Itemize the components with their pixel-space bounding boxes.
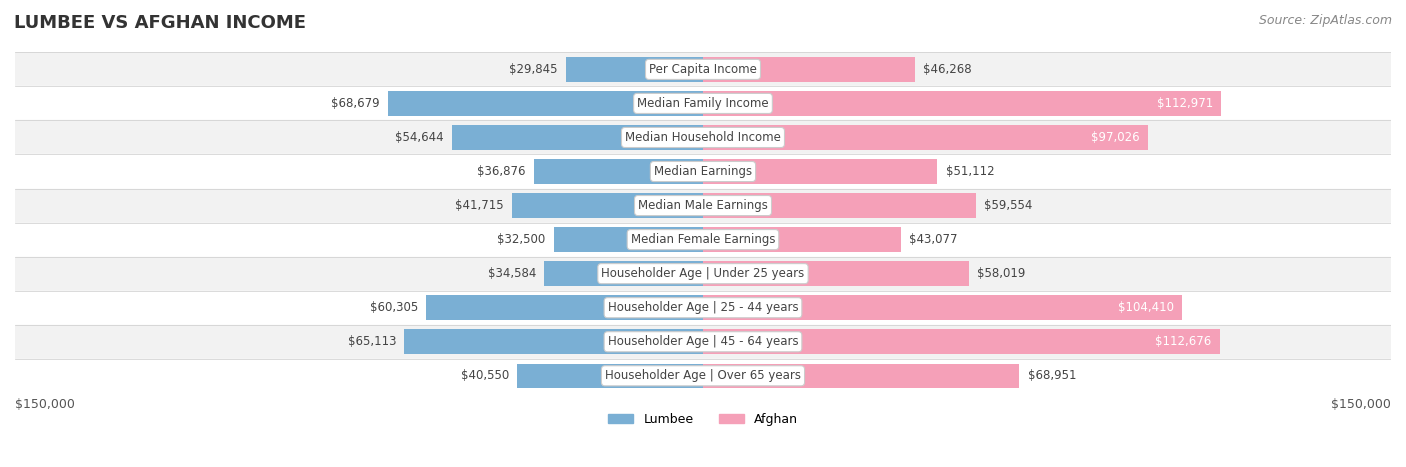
Text: $150,000: $150,000 [15,398,75,411]
Bar [703,193,976,218]
Bar [703,330,1220,354]
Bar [15,52,1391,86]
Text: $32,500: $32,500 [498,233,546,246]
Text: $34,584: $34,584 [488,267,536,280]
Bar [426,296,703,320]
Text: $112,676: $112,676 [1156,335,1212,348]
Bar [703,159,938,184]
Bar [534,159,703,184]
Bar [703,91,1222,116]
Bar [15,257,1391,290]
Legend: Lumbee, Afghan: Lumbee, Afghan [603,408,803,431]
Bar [703,363,1019,388]
Bar [567,57,703,82]
Text: Per Capita Income: Per Capita Income [650,63,756,76]
Bar [405,330,703,354]
Text: Median Female Earnings: Median Female Earnings [631,233,775,246]
Bar [388,91,703,116]
Text: Householder Age | Under 25 years: Householder Age | Under 25 years [602,267,804,280]
Text: $36,876: $36,876 [477,165,526,178]
Bar [703,227,901,252]
Bar [15,189,1391,223]
Bar [15,120,1391,155]
Bar [703,296,1182,320]
Text: $60,305: $60,305 [370,301,418,314]
Text: Householder Age | 45 - 64 years: Householder Age | 45 - 64 years [607,335,799,348]
Bar [703,125,1149,150]
Bar [15,359,1391,393]
Text: $104,410: $104,410 [1118,301,1174,314]
Text: $58,019: $58,019 [977,267,1026,280]
Text: $97,026: $97,026 [1091,131,1140,144]
Text: $43,077: $43,077 [908,233,957,246]
Text: $51,112: $51,112 [946,165,994,178]
Text: $112,971: $112,971 [1157,97,1213,110]
Text: Median Male Earnings: Median Male Earnings [638,199,768,212]
Text: $29,845: $29,845 [509,63,558,76]
Text: $41,715: $41,715 [454,199,503,212]
Text: Householder Age | Over 65 years: Householder Age | Over 65 years [605,369,801,382]
Text: $46,268: $46,268 [924,63,972,76]
Bar [554,227,703,252]
Text: Householder Age | 25 - 44 years: Householder Age | 25 - 44 years [607,301,799,314]
Text: $150,000: $150,000 [1331,398,1391,411]
Text: Median Family Income: Median Family Income [637,97,769,110]
Bar [15,86,1391,120]
Text: LUMBEE VS AFGHAN INCOME: LUMBEE VS AFGHAN INCOME [14,14,307,32]
Bar [15,223,1391,257]
Bar [517,363,703,388]
Text: $54,644: $54,644 [395,131,444,144]
Text: $59,554: $59,554 [984,199,1033,212]
Bar [703,262,969,286]
Text: $65,113: $65,113 [347,335,396,348]
Bar [544,262,703,286]
Text: Median Earnings: Median Earnings [654,165,752,178]
Bar [15,290,1391,325]
Text: Source: ZipAtlas.com: Source: ZipAtlas.com [1258,14,1392,27]
Text: $68,679: $68,679 [330,97,380,110]
Bar [453,125,703,150]
Text: Median Household Income: Median Household Income [626,131,780,144]
Text: $40,550: $40,550 [461,369,509,382]
Bar [512,193,703,218]
Bar [703,57,915,82]
Bar [15,325,1391,359]
Bar [15,155,1391,189]
Text: $68,951: $68,951 [1028,369,1076,382]
